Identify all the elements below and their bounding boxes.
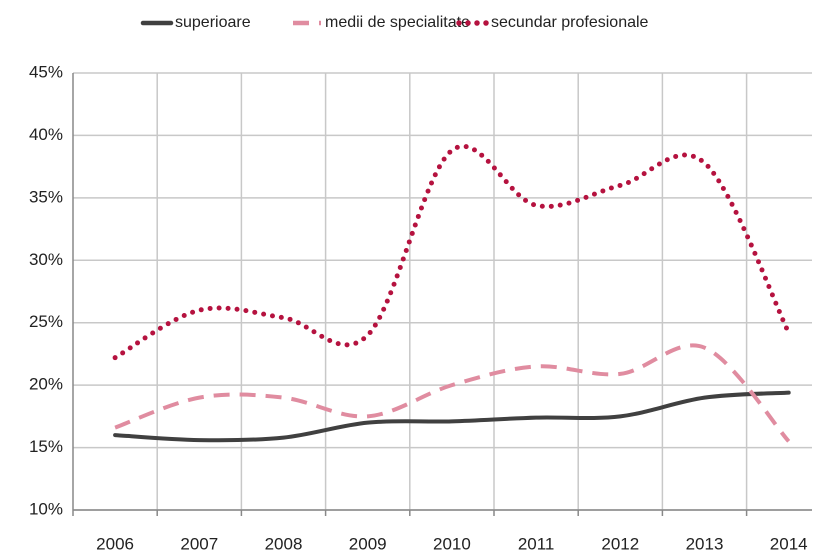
- x-tick-label: 2013: [686, 534, 724, 553]
- x-tick-label: 2011: [518, 534, 555, 553]
- x-tick-label: 2007: [180, 534, 218, 553]
- x-tick-label: 2008: [265, 534, 303, 553]
- series-line: [113, 390, 791, 443]
- series-line: [114, 343, 791, 443]
- legend-label: medii de specialitate: [325, 14, 470, 31]
- y-tick-label: 20%: [29, 375, 63, 394]
- x-tick-label: 2009: [349, 534, 387, 553]
- x-tick-label: 2010: [433, 534, 471, 553]
- x-tick-label: 2014: [770, 534, 808, 553]
- legend: superioare medii de specialitate secundar …: [140, 14, 649, 31]
- legend-label: secundar profesionale: [491, 14, 649, 31]
- y-tick-label: 30%: [29, 250, 63, 269]
- series-line: [112, 144, 792, 361]
- y-tick-label: 40%: [29, 125, 63, 144]
- y-tick-label: 10%: [29, 499, 63, 518]
- legend-label: superioare: [175, 14, 251, 31]
- x-tick-label: 2012: [601, 534, 639, 553]
- y-tick-label: 25%: [29, 312, 63, 331]
- x-tick-label: 2006: [96, 534, 134, 553]
- y-tick-label: 35%: [29, 187, 63, 206]
- y-tick-label: 45%: [29, 62, 63, 81]
- y-tick-label: 15%: [29, 437, 63, 456]
